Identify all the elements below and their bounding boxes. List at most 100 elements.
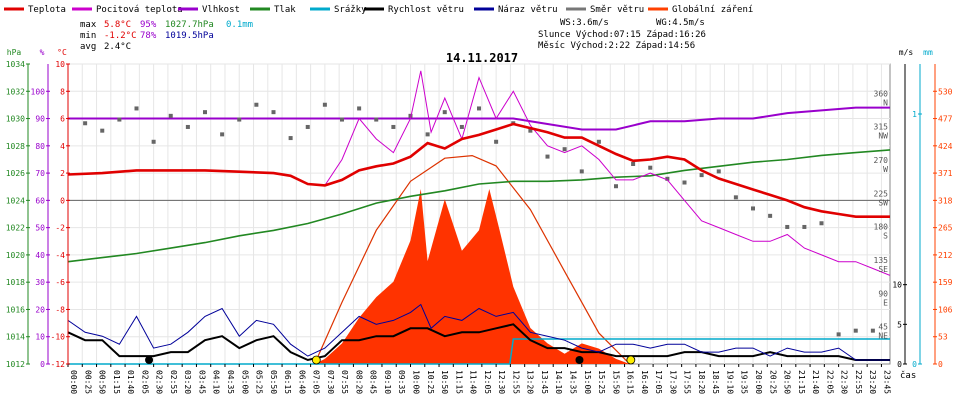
pct-axis-tick-label: 20 [35,305,45,314]
wind-direction-point [117,117,122,122]
stat-min-press: 1019.5hPa [165,31,214,41]
hpa-axis-tick-label: 1024 [6,196,25,205]
x-tick-label: 10:50 [440,370,449,394]
wind-direction-point [100,128,105,133]
x-tick-label: 22:30 [840,370,849,394]
x-tick-label: 07:30 [326,370,335,394]
wind-direction-point [751,206,755,211]
x-tick-label: 11:15 [454,370,463,394]
x-tick-label: 21:40 [811,370,820,394]
axes: 00:00 00:25 00:50 01:15 01:40 02:05 02:30 02:55… [6,48,953,394]
ms-axis-tick-label: 0 [897,360,902,369]
direction-tick-name: W [883,165,888,174]
pct-axis-tick-label: 60 [35,196,45,205]
x-axis-label: čas [900,370,916,381]
hpa-axis-tick-label: 1016 [6,305,25,314]
stat-max-hum: 95% [140,20,157,30]
pct-axis-tick-label: 90 [35,115,45,124]
hpa-axis-tick-label: 1030 [6,115,25,124]
theoretical-radiation-line [314,154,631,365]
wind-direction-point [870,328,875,333]
wind-direction-point [716,169,721,174]
temp-axis-tick-label: -8 [55,305,65,314]
temperature-line [67,122,890,218]
direction-tick-name: E [883,298,888,307]
x-tick-label: 13:20 [526,370,535,394]
wind-direction-point [562,147,567,152]
wind-direction-point [614,184,618,189]
x-tick-label: 01:40 [126,370,135,394]
direction-tick-label: 90 [878,289,888,298]
wind-direction-point [682,180,687,185]
x-tick-label: 09:10 [383,370,392,394]
axis-unit-right: m/s [899,48,914,57]
legend-label-6: Náraz větru [498,5,558,15]
direction-tick-label: 135 [874,256,889,265]
direction-tick-name: N [883,98,888,107]
wind-direction-point [648,165,653,170]
pct-axis-tick-label: 0 [40,360,45,369]
temp-axis-tick-label: 0 [60,196,65,205]
wind-direction-point [237,117,242,122]
x-tick-label: 14:10 [554,370,563,394]
wind-direction-point [305,124,310,129]
axis-unit-left: % [40,48,45,57]
wind-direction-point [819,221,824,226]
direction-tick-name: NE [878,332,888,341]
pct-axis-tick-label: 40 [35,251,45,260]
ms-axis-tick-label: 5 [897,320,902,329]
x-tick-label: 05:25 [255,370,264,394]
wind-direction-point [185,124,190,129]
wind-direction-point [134,106,139,111]
wind-direction-point [254,102,259,107]
pct-axis-tick-label: 70 [35,169,45,178]
stat-max-temp: 5.8°C [104,20,131,30]
legend-label-8: Globální záření [672,5,753,15]
legend-label-7: Směr větru [590,5,644,15]
hpa-axis-tick-label: 1020 [6,251,25,260]
stat-ws: WS:3.6m/s [560,18,609,28]
x-tick-label: 09:35 [397,370,406,394]
x-tick-label: 19:35 [740,370,749,394]
hpa-axis-tick-label: 1032 [6,87,25,96]
wind-direction-point [836,332,841,337]
wm2-axis-tick-label: 0 [938,360,943,369]
wind-direction-point [288,136,293,141]
wind-direction-point [494,139,499,144]
temp-axis-tick-label: 8 [60,87,65,96]
rain-line [68,338,890,365]
x-tick-label: 14:35 [568,370,577,394]
x-tick-label: 06:40 [297,370,306,394]
x-tick-label: 02:30 [155,370,164,394]
wind-direction-point [459,124,464,129]
x-tick-label: 04:35 [226,370,235,394]
wind-direction-point [408,113,413,118]
wm2-axis-tick-label: 106 [938,305,953,314]
direction-tick-name: SW [878,198,888,207]
hpa-axis-tick-label: 1014 [6,333,25,342]
x-tick-label: 19:10 [725,370,734,394]
stat-avg-temp: 2.4°C [104,42,131,52]
temp-axis-tick-label: 6 [60,115,65,124]
wind-direction-point [168,113,173,118]
x-tick-label: 15:00 [583,370,592,394]
wind-direction-point [528,128,533,133]
legend-label-0: Teplota [28,5,66,15]
wind-direction-point [442,110,447,115]
wm2-axis-tick-label: 212 [938,251,953,260]
axis-unit-left: hPa [7,48,22,57]
x-tick-label: 10:25 [426,370,435,394]
wind-direction-point [665,176,670,181]
chart-title: 14.11.2017 [446,51,518,65]
x-tick-label: 08:45 [369,370,378,394]
sunrise-marker [311,355,321,365]
x-tick-label: 16:40 [640,370,649,394]
direction-tick-label: 270 [874,156,889,165]
wind-direction-point [853,328,858,333]
wind-direction-point [477,106,481,111]
wind-direction-point [203,110,207,115]
temp-axis-tick-label: -12 [51,360,66,369]
stat-max-press: 1027.7hPa [165,20,214,30]
